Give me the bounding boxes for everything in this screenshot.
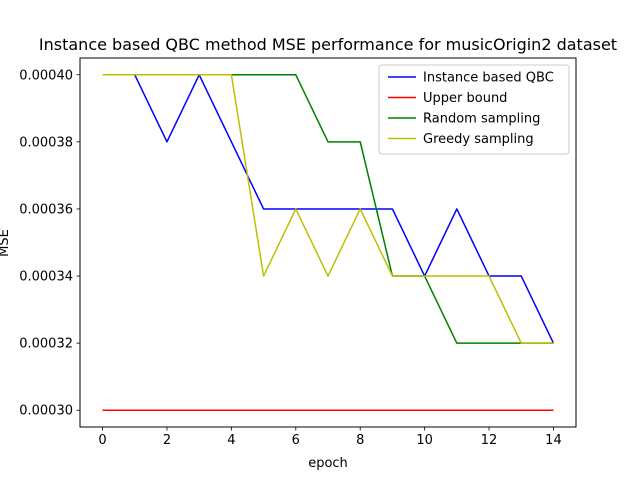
plot-frame <box>79 57 577 428</box>
x-tick-label: 10 <box>416 433 433 448</box>
x-tick-label: 0 <box>98 433 106 448</box>
y-axis: 0.00030 0.00032 0.00034 0.00036 0.00038 0.000… <box>19 68 80 419</box>
series-layer <box>102 74 555 411</box>
y-tick-label: 0.00034 <box>19 270 73 285</box>
y-tick-label: 0.00040 <box>19 68 73 83</box>
y-tick-label: 0.00032 <box>19 337 73 352</box>
x-tick-label: 2 <box>163 433 171 448</box>
legend-label: Instance based QBC <box>423 71 554 86</box>
y-tick-label: 0.00030 <box>19 404 73 419</box>
series-line-4 <box>102 74 554 344</box>
x-tick-label: 4 <box>227 433 235 448</box>
legend-label: Random sampling <box>423 112 540 127</box>
y-tick-label: 0.00036 <box>19 202 73 217</box>
legend-label: Greedy sampling <box>423 132 534 147</box>
x-axis: 0 2 4 6 8 10 12 14 <box>98 427 562 448</box>
legend-box <box>378 64 570 155</box>
x-axis-label: epoch <box>308 456 348 471</box>
x-tick-label: 6 <box>292 433 300 448</box>
y-axis-label: MSE <box>0 229 12 257</box>
legend-label: Upper bound <box>423 91 507 106</box>
x-tick-label: 8 <box>356 433 364 448</box>
y-tick-label: 0.00038 <box>19 135 73 150</box>
x-tick-label: 14 <box>545 433 562 448</box>
x-tick-label: 12 <box>481 433 498 448</box>
series-line-1 <box>102 74 555 344</box>
legend: Instance based QBC Upper bound Random samp… <box>378 64 570 155</box>
chart-title: Instance based QBC method MSE performanc… <box>39 35 617 54</box>
